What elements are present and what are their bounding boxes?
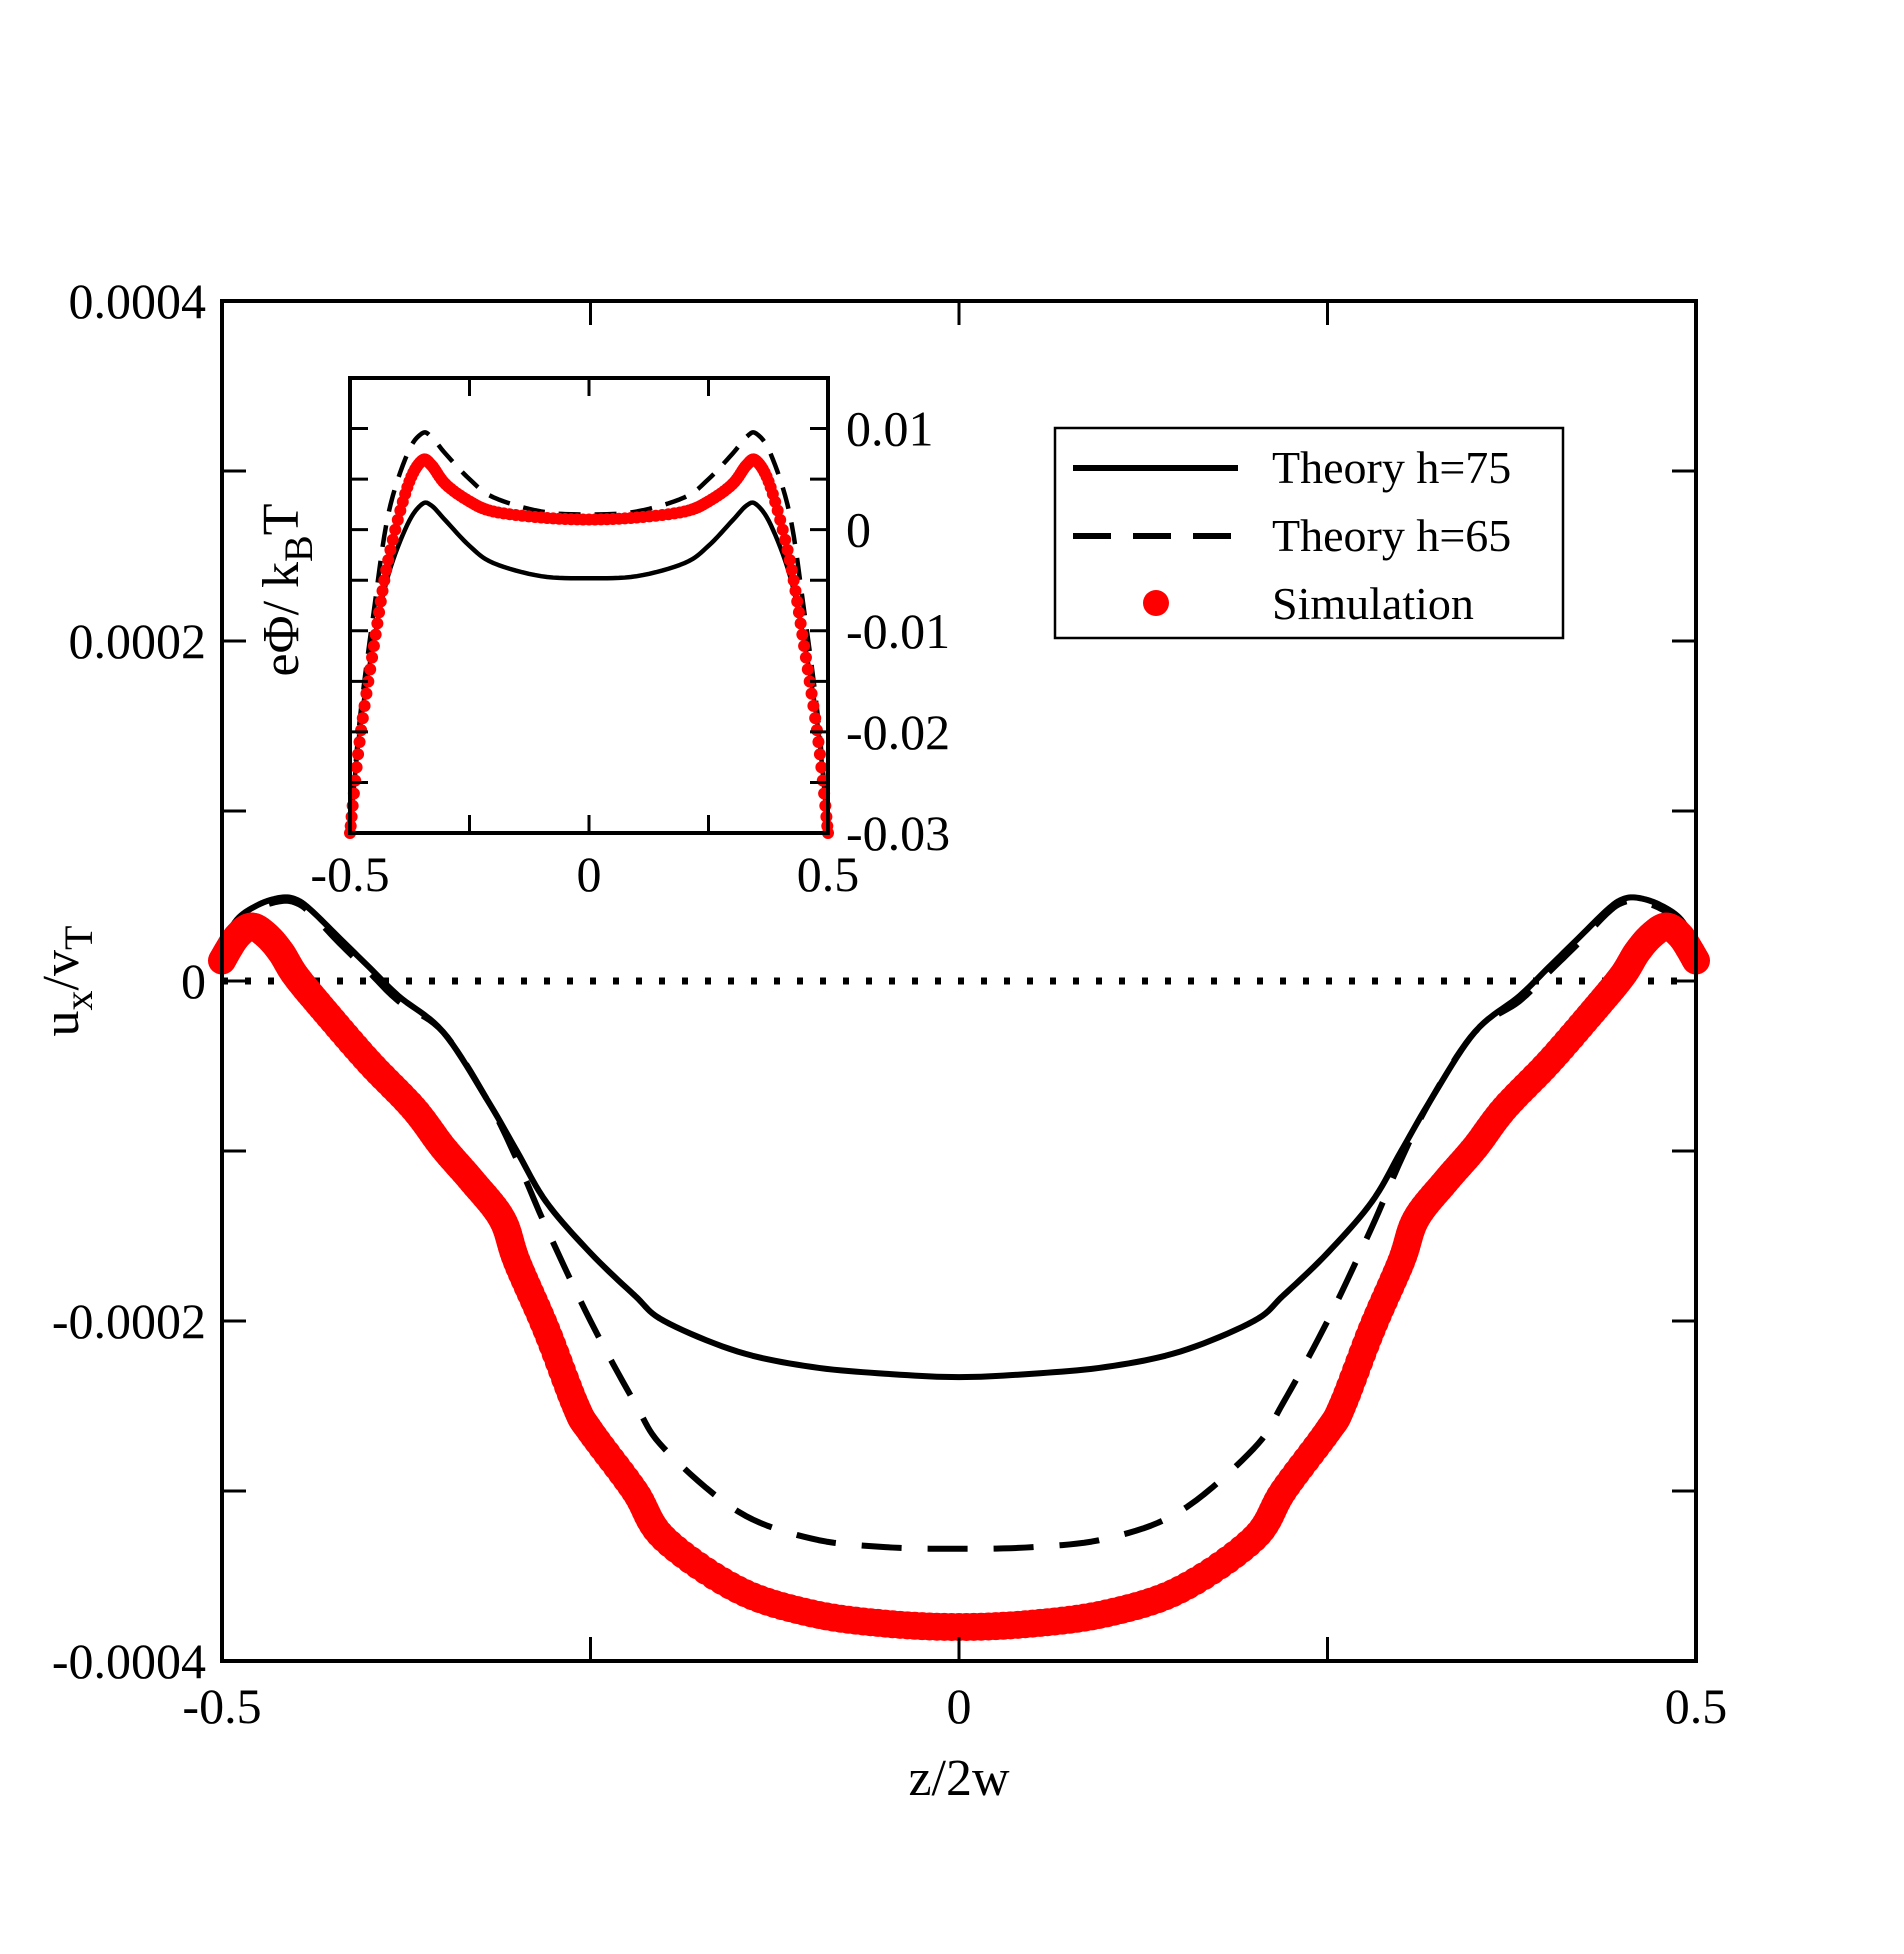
inset-simulation-point <box>376 584 389 597</box>
legend-label-simulation: Simulation <box>1272 578 1474 629</box>
inset-simulation-point <box>378 574 391 587</box>
inset-tick-layer: -0.5 0 0.5-0.03 -0.02 -0.01 0 0.01 <box>310 378 950 902</box>
inset-simulation-point <box>389 523 402 536</box>
inset-simulation-point <box>386 533 399 546</box>
inset-simulation-point <box>774 513 787 526</box>
inset-x-tick-label: 0 <box>577 846 602 902</box>
legend-label-theory-h75: Theory h=75 <box>1272 442 1511 493</box>
inset-plot: -0.5 0 0.5-0.03 -0.02 -0.01 0 0.01 eΦ/ kBT <box>253 376 950 902</box>
x-tick-label: 0 <box>947 1678 972 1734</box>
inset-x-tick-label: -0.5 <box>310 846 389 902</box>
legend-swatch-marker <box>1143 590 1169 616</box>
inset-simulation-point <box>789 584 802 597</box>
y-axis-title: ux/vT <box>33 926 101 1037</box>
inset-simulation-point <box>776 523 789 536</box>
inset-simulation-point <box>798 639 811 652</box>
inset-simulation-point <box>785 564 798 577</box>
main-plot: -0.5 0 0.5 -0.0004 -0.0002 0 0.0002 0.0004 z/2w… <box>33 273 1727 1807</box>
inset-y-title-tail: T <box>253 503 310 535</box>
inset-simulation-point <box>382 554 395 566</box>
inset-background <box>350 378 828 833</box>
inset-y-tick-label: -0.01 <box>846 603 950 659</box>
inset-simulation-point <box>364 663 377 676</box>
inset-simulation-point <box>350 761 363 774</box>
inset-y-axis-title: eΦ/ kBT <box>253 503 321 676</box>
inset-simulation-point <box>355 724 368 737</box>
main-tick-layer: -0.5 0 0.5 -0.0004 -0.0002 0 0.0002 0.0004 <box>52 273 1727 1734</box>
inset-y-title-sub: B <box>276 535 321 562</box>
inset-simulation-point <box>369 628 382 641</box>
inset-y-title-slash: / k <box>253 562 310 615</box>
inset-simulation-point <box>799 651 812 664</box>
inset-y-tick-label: 0.01 <box>846 401 934 457</box>
inset-simulation-point <box>787 574 800 587</box>
inset-y-title-e: e <box>253 653 310 676</box>
series-theory-h-65 <box>219 897 1699 1552</box>
inset-simulation-point <box>809 712 822 725</box>
inset-simulation-point <box>373 606 386 619</box>
inset-simulation-point <box>781 543 794 556</box>
inset-simulation-point <box>771 504 784 517</box>
legend: Theory h=75 Theory h=65 Simulation <box>1053 426 1565 640</box>
inset-simulation-point <box>374 595 387 608</box>
x-tick-label: -0.5 <box>182 1678 261 1734</box>
inset-simulation-point <box>810 724 823 737</box>
inset-simulation-point <box>367 639 380 652</box>
x-tick-label: 0.5 <box>1665 1678 1728 1734</box>
y-tick-label: -0.0002 <box>52 1293 206 1349</box>
inset-y-tick-label: -0.02 <box>846 704 950 760</box>
inset-simulation-point <box>796 628 809 641</box>
series-simulation <box>208 912 1710 1641</box>
inset-y-title-phi: Φ <box>253 615 310 653</box>
inset-simulation-point <box>391 513 404 526</box>
inset-series-theory-h-65 <box>347 430 831 834</box>
inset-series-simulation <box>344 453 834 839</box>
inset-simulation-point <box>794 617 807 630</box>
inset-simulation-point <box>807 699 820 712</box>
inset-y-tick-label: 0 <box>846 502 871 558</box>
inset-series-layer <box>344 430 834 839</box>
y-axis-title-mid: /v <box>33 950 90 990</box>
inset-simulation-point <box>815 761 828 774</box>
inset-simulation-point <box>352 748 365 761</box>
legend-label-theory-h65: Theory h=65 <box>1272 510 1511 561</box>
inset-simulation-point <box>384 543 397 556</box>
inset-x-tick-label: 0.5 <box>797 846 860 902</box>
inset-simulation-point <box>803 675 816 688</box>
inset-simulation-point <box>779 533 792 546</box>
inset-simulation-point <box>356 712 369 725</box>
x-axis-title: z/2w <box>908 1750 1010 1807</box>
main-series-layer <box>208 894 1710 1641</box>
inset-simulation-point <box>791 595 804 608</box>
inset-simulation-point <box>813 748 826 761</box>
y-tick-label: 0.0004 <box>69 273 207 329</box>
inset-simulation-point <box>801 663 814 676</box>
y-axis-title-main: u <box>33 1010 90 1036</box>
inset-simulation-point <box>380 564 393 577</box>
inset-simulation-point <box>371 617 384 630</box>
inset-simulation-point <box>366 651 379 664</box>
y-axis-title-sub1: x <box>56 990 101 1010</box>
inset-simulation-point <box>783 554 796 566</box>
inset-simulation-point <box>362 675 375 688</box>
inset-simulation-point <box>360 687 373 700</box>
y-tick-label: -0.0004 <box>52 1633 206 1689</box>
inset-simulation-point <box>353 736 366 748</box>
y-tick-label: 0.0002 <box>69 613 207 669</box>
inset-simulation-point <box>805 687 818 700</box>
series-theory-h-75 <box>219 894 1699 1381</box>
y-axis-title-sub2: T <box>56 926 101 950</box>
inset-y-tick-label: -0.03 <box>846 805 950 861</box>
inset-series-theory-h-75 <box>347 500 831 834</box>
inset-simulation-point <box>358 699 371 712</box>
y-tick-label: 0 <box>181 953 206 1009</box>
inset-simulation-point <box>792 606 805 619</box>
inset-simulation-point <box>812 736 825 748</box>
